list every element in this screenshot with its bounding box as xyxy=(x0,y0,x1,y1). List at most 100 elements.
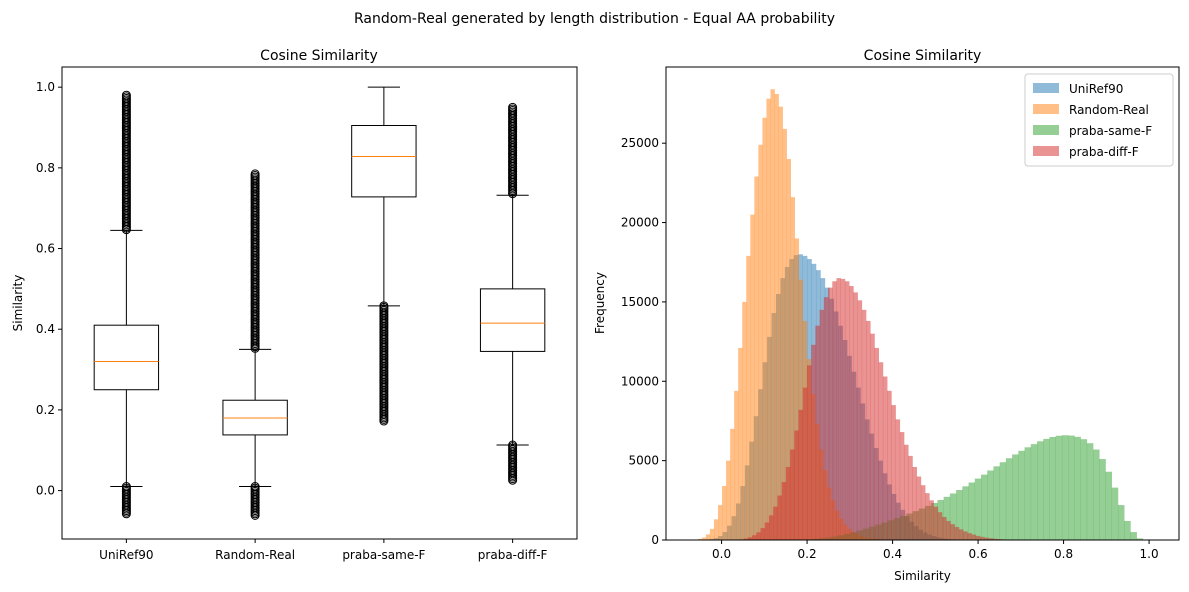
histogram-bar xyxy=(1043,438,1050,540)
box-body xyxy=(351,124,417,198)
histogram-bar xyxy=(790,449,795,540)
y-tick-label: 1.0 xyxy=(36,80,55,94)
histogram-bar xyxy=(988,538,993,540)
histogram-bar xyxy=(999,462,1007,540)
legend-swatch xyxy=(1033,104,1059,114)
histogram-bar xyxy=(815,325,820,540)
histogram-bar xyxy=(1055,435,1063,540)
histogram-bar xyxy=(908,455,913,540)
histogram-bar xyxy=(758,144,763,541)
histogram-bar xyxy=(979,536,985,540)
legend-label: praba-same-F xyxy=(1069,124,1152,138)
histogram-bar xyxy=(802,387,808,540)
histogram-bar xyxy=(949,493,957,540)
histogram-bar xyxy=(857,300,863,540)
histogram-series-praba-same-f xyxy=(794,435,1144,540)
y-tick-label: 0.0 xyxy=(36,484,55,498)
boxplot-plot-area xyxy=(93,86,546,520)
x-tick-label: 0.6 xyxy=(969,547,988,561)
histogram-xlabel: Similarity xyxy=(894,569,951,583)
histogram-bar xyxy=(861,309,867,540)
histogram-bar xyxy=(958,529,964,540)
histogram-bar xyxy=(786,159,791,540)
axes-frame xyxy=(665,66,1180,541)
boxplot-axes: 0.0 0.2 0.4 0.6 0.8 1.0 UniRef90 Random-Real pra… xyxy=(36,66,578,562)
histogram-bar xyxy=(762,117,767,541)
y-tick-label: 15000 xyxy=(621,295,659,309)
box-random-real xyxy=(222,169,288,520)
x-tick-label: 1.0 xyxy=(1140,547,1159,561)
histogram-bar xyxy=(1105,471,1113,540)
histogram-bar xyxy=(782,128,787,540)
histogram-bar xyxy=(942,516,947,540)
x-tick-label: praba-diff-F xyxy=(478,548,548,562)
histogram-bar xyxy=(1024,447,1032,540)
histogram-bar xyxy=(1117,505,1125,540)
histogram-bar xyxy=(899,432,905,540)
flier-point xyxy=(250,510,260,520)
histogram-bar xyxy=(806,365,812,540)
x-tick-label: UniRef90 xyxy=(99,548,153,562)
y-tick-label: 5000 xyxy=(628,454,659,468)
histogram-bar xyxy=(929,500,934,540)
histogram-bar xyxy=(773,506,778,540)
histogram-bar xyxy=(968,482,976,540)
legend-label: UniRef90 xyxy=(1069,82,1123,96)
histogram-bar xyxy=(836,278,842,540)
histogram-bar xyxy=(962,486,969,540)
x-tick-label: 0.2 xyxy=(798,547,817,561)
x-tick-label: 0.4 xyxy=(883,547,902,561)
box-uniref90 xyxy=(93,90,160,519)
histogram-bar xyxy=(1030,444,1038,540)
histogram-bar xyxy=(811,344,816,540)
histogram-bar xyxy=(1136,538,1144,540)
histogram-bar xyxy=(1086,443,1094,540)
histogram-bar xyxy=(956,490,963,540)
histogram-bar xyxy=(752,535,757,540)
boxplot-title: Cosine Similarity xyxy=(260,48,378,64)
histogram-bar xyxy=(756,532,761,540)
y-tick-label: 25000 xyxy=(621,136,659,150)
histogram-bar xyxy=(743,538,749,540)
histogram-plot-area xyxy=(693,89,1144,541)
legend-label: praba-diff-F xyxy=(1069,145,1139,159)
histogram-bar xyxy=(778,106,783,540)
histogram-bar xyxy=(713,519,719,540)
histogram-bar xyxy=(874,347,879,540)
histogram-bar xyxy=(971,534,977,540)
histogram-bar xyxy=(798,409,804,540)
histogram-bar xyxy=(742,301,747,540)
histogram-bar xyxy=(904,444,909,540)
histogram-bar xyxy=(967,533,972,540)
histogram-bar xyxy=(870,333,875,540)
histogram-bar xyxy=(1099,459,1106,540)
histogram-bar xyxy=(987,470,994,540)
histogram-axes: 0.0 0.2 0.4 0.6 0.8 1.0 0 5000 10000 15000 20000 25… xyxy=(621,66,1180,561)
histogram-panel: Cosine Similarity Similarity Frequency 0… xyxy=(593,48,1180,583)
histogram-bar xyxy=(823,297,829,540)
histogram-bar xyxy=(766,98,771,540)
legend-box xyxy=(1024,73,1174,167)
histogram-bar xyxy=(882,376,888,540)
histogram-bar xyxy=(920,485,926,540)
histogram-bar xyxy=(760,528,766,540)
histogram-bar xyxy=(933,506,939,540)
histogram-bar xyxy=(794,238,800,540)
histogram-bar xyxy=(768,515,774,540)
histogram-bar xyxy=(1093,449,1100,540)
histogram-bar xyxy=(764,522,770,540)
histogram-bar xyxy=(992,538,998,540)
histogram-bar xyxy=(1018,450,1025,540)
histogram-bar xyxy=(1080,439,1088,540)
x-tick-label: praba-same-F xyxy=(342,548,425,562)
y-tick-label: 0.6 xyxy=(36,242,55,256)
histogram-bar xyxy=(981,474,988,540)
legend-swatch xyxy=(1033,83,1059,93)
histogram-bar xyxy=(963,531,968,540)
y-tick-label: 0 xyxy=(651,533,659,547)
histogram-bar xyxy=(895,419,901,540)
box-praba-same-f xyxy=(351,86,417,426)
histogram-bar xyxy=(709,528,715,540)
histogram-bar xyxy=(916,476,922,540)
